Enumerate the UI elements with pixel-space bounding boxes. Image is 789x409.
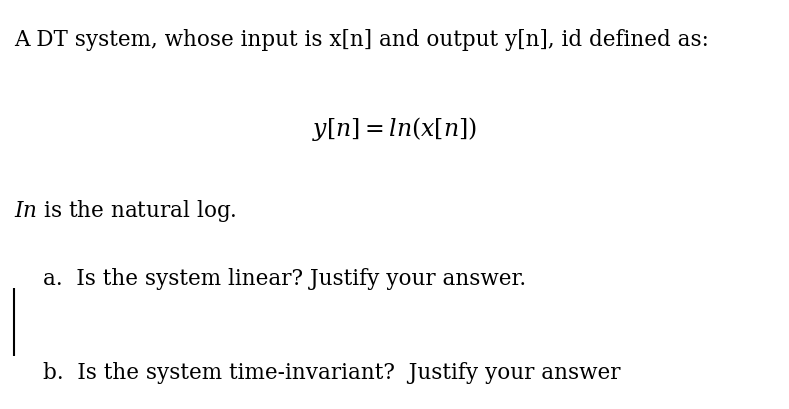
Text: b.  Is the system time-invariant?  Justify your answer: b. Is the system time-invariant? Justify…	[43, 362, 621, 384]
Text: a.  Is the system linear? Justify your answer.: a. Is the system linear? Justify your an…	[43, 268, 526, 290]
Text: $\mathit{In}$ is the natural log.: $\mathit{In}$ is the natural log.	[14, 198, 237, 225]
Text: $y[n] = \mathit{ln}(x[n])$: $y[n] = \mathit{ln}(x[n])$	[312, 115, 477, 142]
Text: A DT system, whose input is x[n] and output y[n], id defined as:: A DT system, whose input is x[n] and out…	[14, 29, 709, 51]
